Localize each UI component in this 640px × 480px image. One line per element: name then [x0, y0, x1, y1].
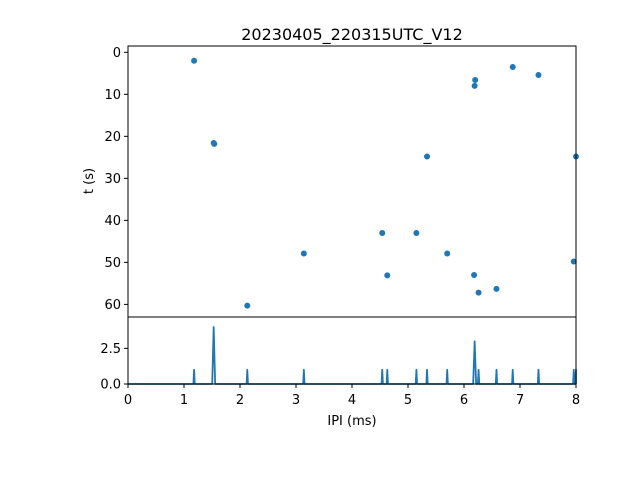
x-tick-label: 6 — [460, 393, 468, 408]
scatter-point — [444, 250, 451, 257]
scatter-point — [535, 71, 542, 78]
scatter-point — [244, 302, 251, 309]
y-tick-label: 60 — [104, 298, 121, 313]
x-tick-label: 1 — [180, 393, 188, 408]
scatter-point — [471, 271, 478, 278]
scatter-point — [211, 140, 218, 147]
scatter-point — [570, 258, 577, 265]
histogram-y-ticks: 0.0 2.5 — [100, 342, 128, 393]
x-tick-label: 5 — [404, 393, 412, 408]
x-tick-label: 7 — [516, 393, 524, 408]
scatter-point — [475, 289, 482, 296]
x-axis-label: IPI (ms) — [327, 414, 376, 429]
y-tick-label: 40 — [104, 214, 121, 229]
scatter-points — [191, 57, 579, 309]
y-tick-label: 30 — [104, 172, 121, 187]
histogram-y-tick-label: 0.0 — [100, 378, 121, 393]
scatter-point — [424, 153, 431, 160]
scatter-point — [300, 250, 307, 257]
x-tick-label: 2 — [236, 393, 244, 408]
histogram-plot-frame — [127, 316, 577, 385]
y-axis-ticks: 0 10 20 30 40 50 60 — [104, 46, 128, 313]
histogram-y-tick-label: 2.5 — [100, 342, 121, 357]
scatter-point — [472, 77, 479, 84]
x-axis-ticks: 0 1 2 3 4 5 6 7 8 — [124, 384, 580, 408]
y-tick-label: 10 — [104, 88, 121, 103]
x-tick-label: 0 — [124, 393, 132, 408]
scatter-point — [191, 57, 198, 64]
y-tick-label: 50 — [104, 256, 121, 271]
scatter-point — [384, 272, 391, 279]
x-tick-label: 4 — [348, 393, 356, 408]
histogram-panel: 0.0 2.5 0 1 2 3 4 5 6 7 8 IPI (ms) — [100, 316, 580, 429]
scatter-point — [413, 229, 420, 236]
scatter-point — [471, 82, 478, 89]
scatter-panel: 0 10 20 30 40 50 60 t (s) — [82, 45, 579, 318]
y-tick-label: 0 — [113, 46, 121, 61]
scatter-point — [509, 64, 516, 71]
y-tick-label: 20 — [104, 130, 121, 145]
scatter-point — [379, 229, 386, 236]
y-axis-label: t (s) — [82, 168, 97, 194]
x-tick-label: 8 — [572, 393, 580, 408]
chart-title: 20230405_220315UTC_V12 — [241, 25, 463, 45]
x-tick-label: 3 — [292, 393, 300, 408]
scatter-point — [493, 285, 500, 292]
